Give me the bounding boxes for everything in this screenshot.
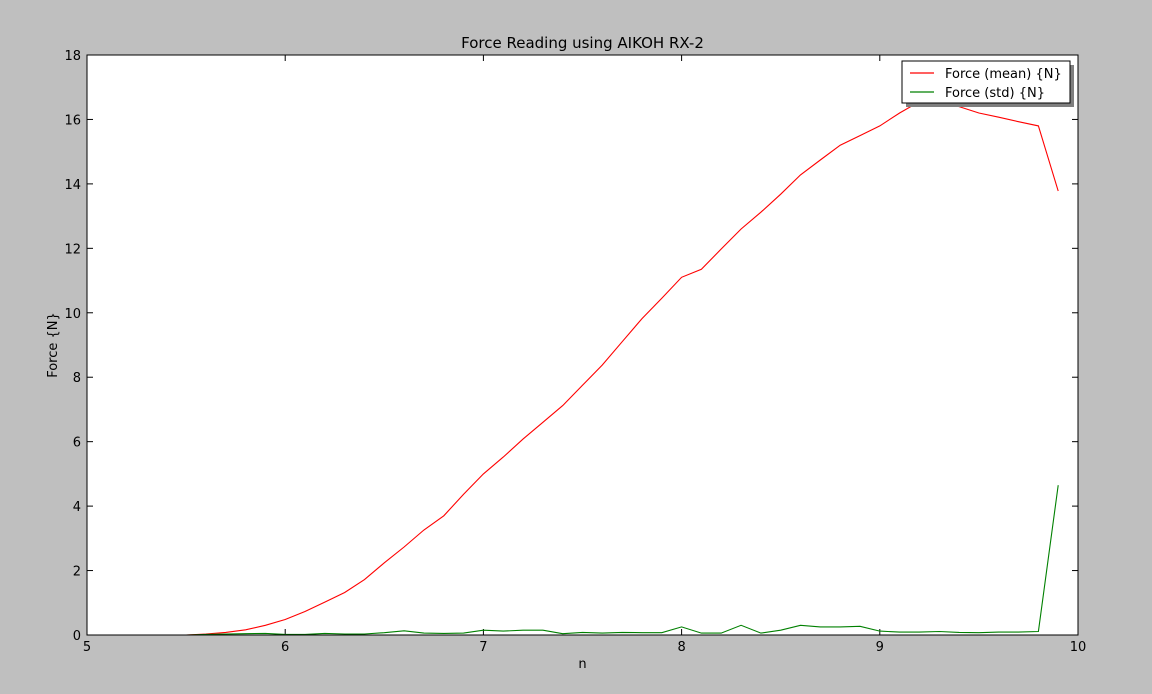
- series-line-mean: [87, 101, 1059, 636]
- y-tick-label: 2: [73, 565, 81, 580]
- legend-box: [901, 60, 1071, 104]
- y-tick-label: 8: [73, 371, 81, 386]
- x-axis-label: n: [578, 657, 586, 672]
- y-tick-label: 18: [64, 49, 81, 64]
- legend: Force (mean) {N} Force (std) {N}: [901, 60, 1074, 107]
- chart-title: Force Reading using AIKOH RX-2: [461, 34, 704, 52]
- y-tick-label: 4: [73, 500, 81, 515]
- y-tick-label: 14: [64, 178, 81, 193]
- plot-area: [87, 55, 1078, 635]
- x-tick-label: 6: [281, 640, 289, 655]
- y-tick-label: 16: [64, 113, 81, 128]
- x-tick-label: 8: [677, 640, 685, 655]
- plot-frame: [86, 54, 1079, 636]
- x-tick-label: 5: [83, 640, 91, 655]
- y-tick-label: 10: [64, 307, 81, 322]
- legend-label: Force (mean) {N}: [945, 67, 1062, 82]
- y-tick-label: 12: [64, 242, 81, 257]
- legend-label: Force (std) {N}: [945, 86, 1045, 101]
- y-tick-label: 0: [73, 629, 81, 644]
- x-tick-label: 9: [876, 640, 884, 655]
- y-tick-label: 6: [73, 436, 81, 451]
- y-axis-label: Force {N}: [46, 312, 61, 378]
- series-line-std: [87, 485, 1059, 636]
- x-tick-label: 7: [479, 640, 487, 655]
- axis-ticks: 5 6 7 8 9 10 0 2 4 6 8 10 12 14 16 18: [64, 49, 1086, 655]
- x-tick-label: 10: [1070, 640, 1087, 655]
- series-lines: [87, 101, 1059, 636]
